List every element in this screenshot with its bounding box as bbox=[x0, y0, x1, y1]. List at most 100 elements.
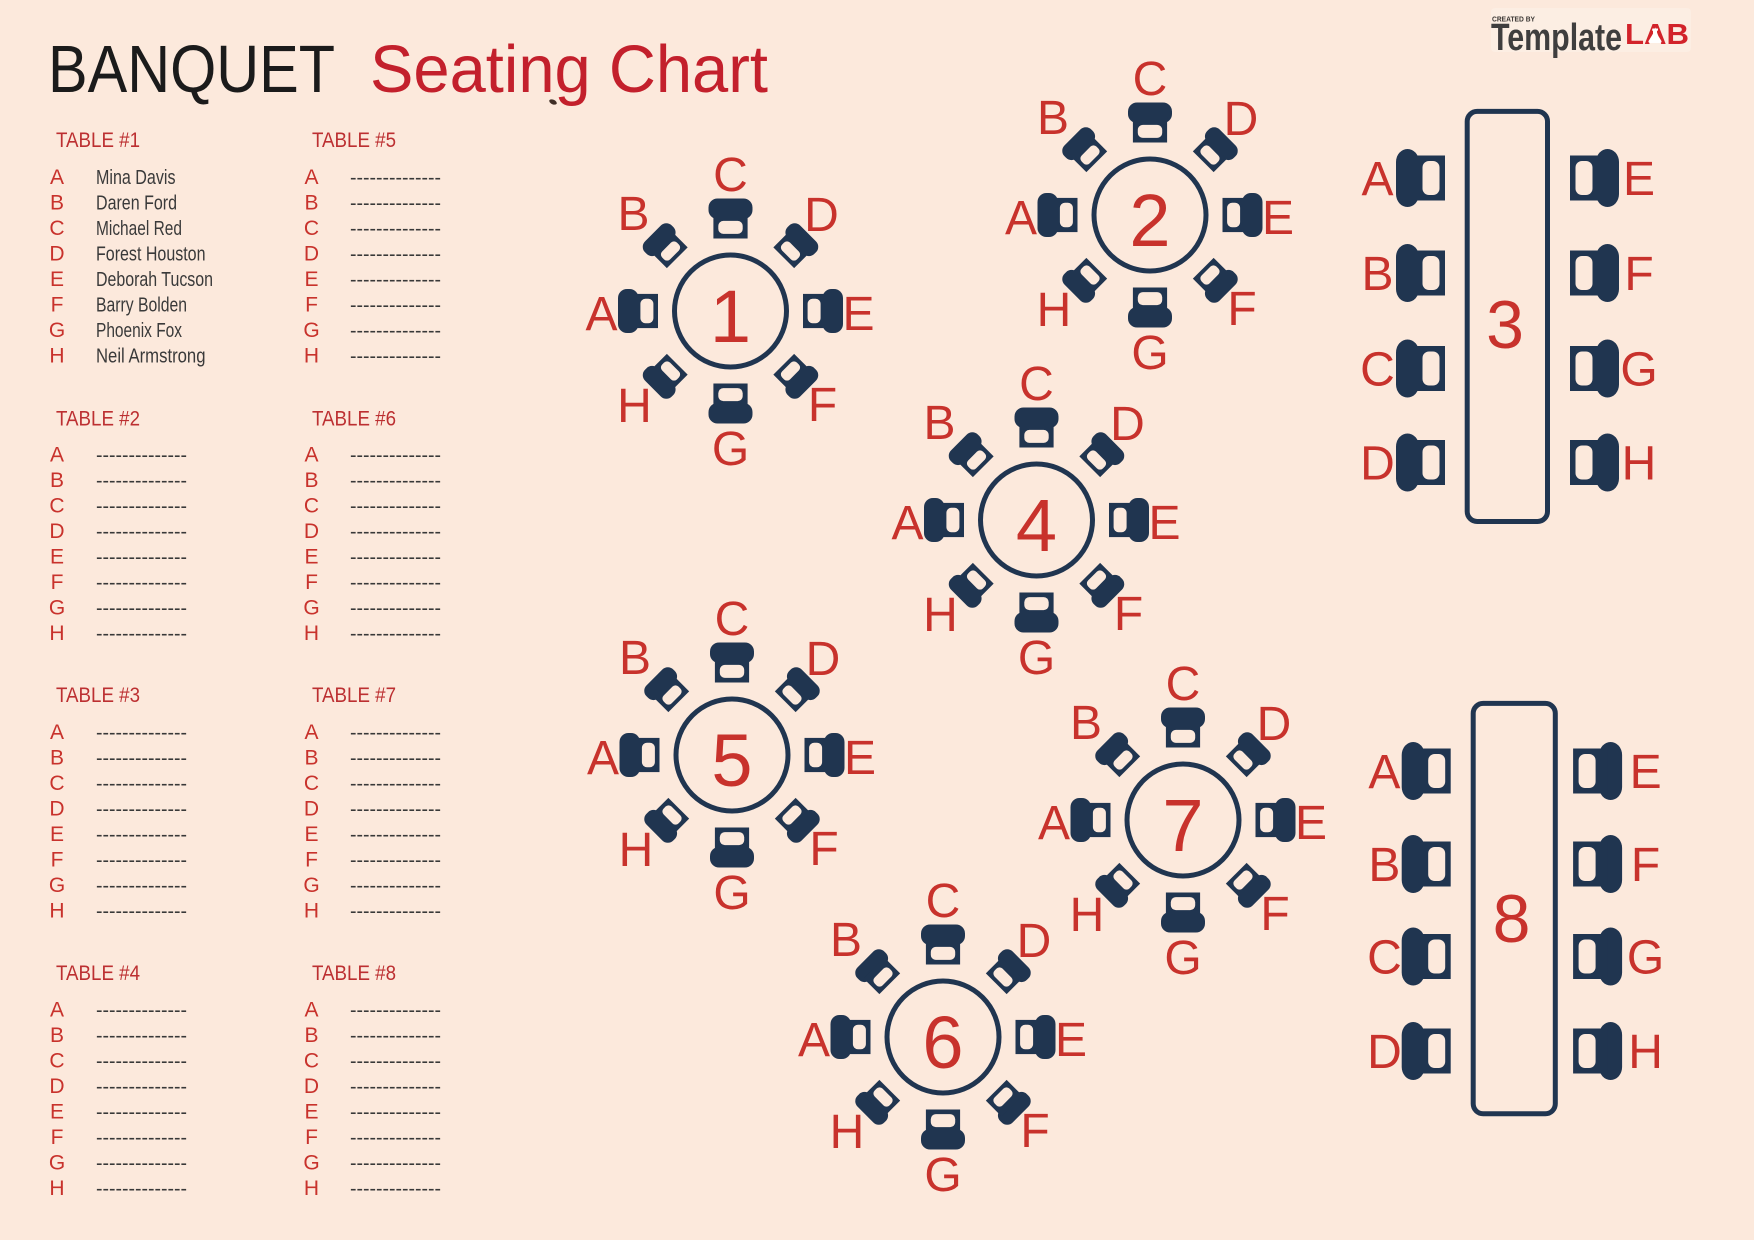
svg-text:--------------: -------------- bbox=[350, 799, 441, 821]
svg-text:--------------: -------------- bbox=[96, 1051, 187, 1073]
svg-text:D: D bbox=[1360, 438, 1395, 491]
svg-text:--------------: -------------- bbox=[350, 1025, 441, 1047]
svg-text:--------------: -------------- bbox=[96, 824, 187, 846]
svg-text:C: C bbox=[715, 593, 750, 646]
svg-text:G: G bbox=[303, 874, 319, 897]
svg-text:A: A bbox=[304, 999, 318, 1022]
svg-text:H: H bbox=[923, 589, 958, 642]
svg-text:E: E bbox=[304, 823, 318, 846]
svg-text:--------------: -------------- bbox=[350, 901, 441, 923]
svg-text:--------------: -------------- bbox=[350, 572, 441, 594]
svg-text:--------------: -------------- bbox=[350, 193, 441, 215]
svg-text:C: C bbox=[304, 495, 319, 518]
svg-text:G: G bbox=[1627, 932, 1664, 985]
svg-text:TABLE #3: TABLE #3 bbox=[56, 684, 140, 707]
svg-text:F: F bbox=[51, 1126, 64, 1149]
svg-text:--------------: -------------- bbox=[350, 1153, 441, 1175]
svg-text:F: F bbox=[808, 379, 837, 432]
svg-text:F: F bbox=[51, 849, 64, 872]
svg-text:--------------: -------------- bbox=[350, 269, 441, 291]
svg-text:A: A bbox=[50, 444, 64, 467]
svg-text:G: G bbox=[1620, 344, 1657, 397]
svg-text:TABLE #5: TABLE #5 bbox=[312, 129, 396, 152]
svg-text:H: H bbox=[304, 345, 319, 368]
svg-text:E: E bbox=[1295, 797, 1327, 850]
svg-text:A: A bbox=[585, 288, 617, 341]
svg-text:F: F bbox=[305, 294, 318, 317]
svg-text:--------------: -------------- bbox=[350, 748, 441, 770]
svg-text:D: D bbox=[49, 243, 64, 266]
svg-text:--------------: -------------- bbox=[96, 773, 187, 795]
svg-text:--------------: -------------- bbox=[350, 1076, 441, 1098]
svg-text:TABLE #7: TABLE #7 bbox=[312, 684, 396, 707]
svg-text:1: 1 bbox=[710, 275, 751, 358]
svg-text:D: D bbox=[304, 243, 319, 266]
svg-text:--------------: -------------- bbox=[350, 218, 441, 240]
svg-text:D: D bbox=[806, 633, 841, 686]
svg-text:E: E bbox=[842, 288, 874, 341]
svg-text:Mina Davis: Mina Davis bbox=[96, 167, 176, 189]
svg-text:D: D bbox=[304, 798, 319, 821]
svg-text:Daren Ford: Daren Ford bbox=[96, 193, 177, 215]
svg-text:B: B bbox=[50, 1024, 64, 1047]
svg-text:C: C bbox=[1367, 932, 1402, 985]
svg-text:--------------: -------------- bbox=[96, 1127, 187, 1149]
svg-text:A: A bbox=[1361, 153, 1393, 206]
svg-text:--------------: -------------- bbox=[96, 1102, 187, 1124]
svg-text:A: A bbox=[50, 721, 64, 744]
svg-text:D: D bbox=[49, 1075, 64, 1098]
svg-text:--------------: -------------- bbox=[350, 598, 441, 620]
svg-text:D: D bbox=[304, 520, 319, 543]
svg-text:E: E bbox=[1623, 153, 1655, 206]
svg-text:4: 4 bbox=[1016, 484, 1057, 567]
svg-text:TABLE #2: TABLE #2 bbox=[56, 408, 140, 431]
svg-text:C: C bbox=[304, 772, 319, 795]
svg-text:F: F bbox=[51, 294, 64, 317]
svg-text:H: H bbox=[304, 1177, 319, 1200]
svg-text:B: B bbox=[304, 469, 318, 492]
svg-text:A: A bbox=[1005, 192, 1037, 245]
svg-text:TABLE #4: TABLE #4 bbox=[56, 962, 140, 985]
svg-text:C: C bbox=[49, 1050, 64, 1073]
svg-text:--------------: -------------- bbox=[350, 875, 441, 897]
svg-text:B: B bbox=[923, 397, 955, 450]
svg-text:CREATED BY: CREATED BY bbox=[1492, 17, 1535, 24]
svg-text:E: E bbox=[1630, 746, 1662, 799]
svg-text:G: G bbox=[712, 423, 749, 476]
svg-text:--------------: -------------- bbox=[350, 773, 441, 795]
svg-text:B: B bbox=[830, 914, 862, 967]
svg-text:A: A bbox=[50, 999, 64, 1022]
svg-text:A: A bbox=[304, 721, 318, 744]
svg-text:--------------: -------------- bbox=[350, 1051, 441, 1073]
svg-text:B: B bbox=[50, 747, 64, 770]
svg-text:--------------: -------------- bbox=[350, 722, 441, 744]
svg-text:--------------: -------------- bbox=[96, 572, 187, 594]
svg-text:E: E bbox=[50, 268, 64, 291]
svg-text:TABLE #1: TABLE #1 bbox=[56, 129, 140, 152]
svg-text:5: 5 bbox=[711, 719, 752, 802]
svg-text:E: E bbox=[304, 546, 318, 569]
svg-text:H: H bbox=[1628, 1026, 1663, 1079]
svg-text:--------------: -------------- bbox=[96, 748, 187, 770]
svg-text:E: E bbox=[1055, 1014, 1087, 1067]
svg-text:TABLE #6: TABLE #6 bbox=[312, 408, 396, 431]
svg-text:--------------: -------------- bbox=[350, 547, 441, 569]
svg-text:--------------: -------------- bbox=[350, 295, 441, 317]
svg-text:D: D bbox=[304, 1075, 319, 1098]
svg-text:F: F bbox=[51, 571, 64, 594]
svg-text:Forest Houston: Forest Houston bbox=[96, 244, 206, 266]
svg-text:--------------: -------------- bbox=[96, 598, 187, 620]
svg-text:F: F bbox=[1114, 588, 1143, 641]
svg-text:C: C bbox=[49, 495, 64, 518]
svg-text:--------------: -------------- bbox=[96, 875, 187, 897]
svg-text:F: F bbox=[1020, 1105, 1049, 1158]
svg-text:E: E bbox=[50, 823, 64, 846]
svg-text:H: H bbox=[49, 622, 64, 645]
svg-text:--------------: -------------- bbox=[350, 824, 441, 846]
svg-text:--------------: -------------- bbox=[350, 496, 441, 518]
svg-text:--------------: -------------- bbox=[96, 623, 187, 645]
svg-text:G: G bbox=[1018, 632, 1055, 685]
svg-text:F: F bbox=[1227, 283, 1256, 336]
svg-text:F: F bbox=[809, 823, 838, 876]
